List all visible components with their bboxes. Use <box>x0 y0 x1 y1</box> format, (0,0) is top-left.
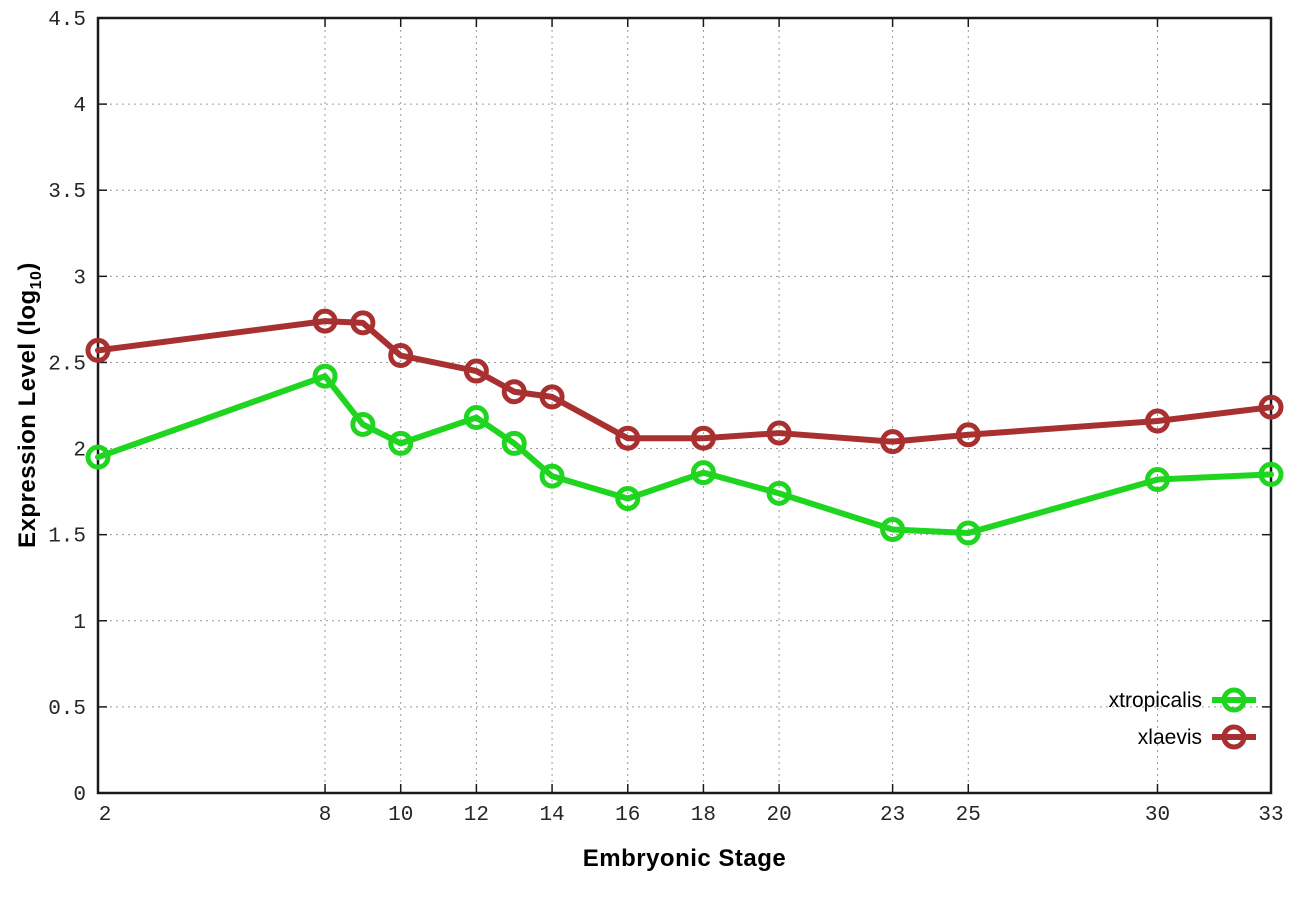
y-tick-label: 3 <box>73 267 86 290</box>
data-point-xlaevis <box>955 422 981 448</box>
y-tick-label: 4.5 <box>48 9 86 32</box>
data-point-xlaevis <box>1258 394 1284 420</box>
data-point-xtropicalis <box>1258 461 1284 487</box>
x-tick-label: 23 <box>880 804 905 827</box>
data-point-xtropicalis <box>1144 467 1170 493</box>
legend-label-xtropicalis: xtropicalis <box>1109 689 1202 712</box>
data-point-xtropicalis <box>615 486 641 511</box>
y-axis-title-subscript: 10 <box>27 270 45 290</box>
x-tick-label: 16 <box>615 804 640 827</box>
y-tick-label: 4 <box>73 95 86 118</box>
plot-border <box>96 16 1273 795</box>
series-line-xlaevis <box>95 318 1274 445</box>
y-tick-label: 3.5 <box>48 181 86 204</box>
data-point-xlaevis <box>615 425 641 451</box>
data-point-xlaevis <box>690 425 716 451</box>
y-tick-label: 2 <box>73 440 86 463</box>
data-point-xtropicalis <box>501 430 527 456</box>
data-point-xlaevis <box>388 343 414 369</box>
x-tick-label: 30 <box>1145 804 1170 827</box>
data-point-xlaevis <box>766 420 792 446</box>
y-axis-title: Expression Level (log10) <box>14 262 46 548</box>
data-point-xtropicalis <box>690 460 716 486</box>
data-point-xlaevis <box>501 379 527 405</box>
y-tick-label: 0 <box>73 784 86 807</box>
data-point-xlaevis <box>1144 408 1170 434</box>
data-point-xtropicalis <box>539 463 565 489</box>
series-xtropicalis <box>85 363 1284 546</box>
data-point-xlaevis <box>463 358 489 384</box>
y-tick-label: 0.5 <box>48 698 86 721</box>
data-point-xtropicalis <box>350 411 376 437</box>
data-point-xlaevis <box>539 384 565 410</box>
data-point-xtropicalis <box>880 517 906 542</box>
data-point-xlaevis <box>312 308 338 334</box>
data-point-xlaevis <box>85 337 111 363</box>
x-tick-label: 8 <box>319 804 332 827</box>
legend: xtropicalis xlaevis <box>1109 687 1256 750</box>
x-tick-label: 20 <box>766 804 791 827</box>
y-axis-title-close: ) <box>14 262 42 271</box>
x-tick-label: 33 <box>1258 804 1283 827</box>
x-tick-label: 25 <box>956 804 981 827</box>
x-tick-label: 2 <box>99 804 112 827</box>
data-point-xtropicalis <box>388 430 414 456</box>
series-xlaevis <box>85 308 1284 455</box>
x-tick-label: 18 <box>691 804 716 827</box>
x-axis-title: Embryonic Stage <box>582 845 787 872</box>
data-point-xtropicalis <box>766 480 792 506</box>
y-tick-label: 1.5 <box>48 526 86 549</box>
tick-marks <box>97 17 1272 794</box>
x-tick-label: 12 <box>464 804 489 827</box>
legend-label-xlaevis: xlaevis <box>1138 726 1202 749</box>
data-point-xlaevis <box>350 310 376 336</box>
y-tick-label: 2.5 <box>48 353 86 376</box>
y-tick-label: 1 <box>73 612 86 635</box>
x-tick-label: 14 <box>539 804 564 827</box>
data-point-xtropicalis <box>85 444 111 470</box>
data-point-xtropicalis <box>312 363 338 389</box>
legend-sample-marker-xtropicalis <box>1221 687 1247 713</box>
x-tick-label: 10 <box>388 804 413 827</box>
legend-sample-marker-xlaevis <box>1221 724 1247 750</box>
data-point-xtropicalis <box>463 405 489 431</box>
series-line-xtropicalis <box>95 373 1274 536</box>
data-point-xlaevis <box>880 429 906 455</box>
data-point-xtropicalis <box>955 520 981 546</box>
gridlines <box>98 18 1271 793</box>
y-axis-title-text: Expression Level (log <box>14 289 42 548</box>
tick-labels: 0 0.5 1 1.5 2 2.5 3 3.5 4 4.5 2 8 10 12 14 16 18 20 23 25 30… <box>48 9 1283 827</box>
